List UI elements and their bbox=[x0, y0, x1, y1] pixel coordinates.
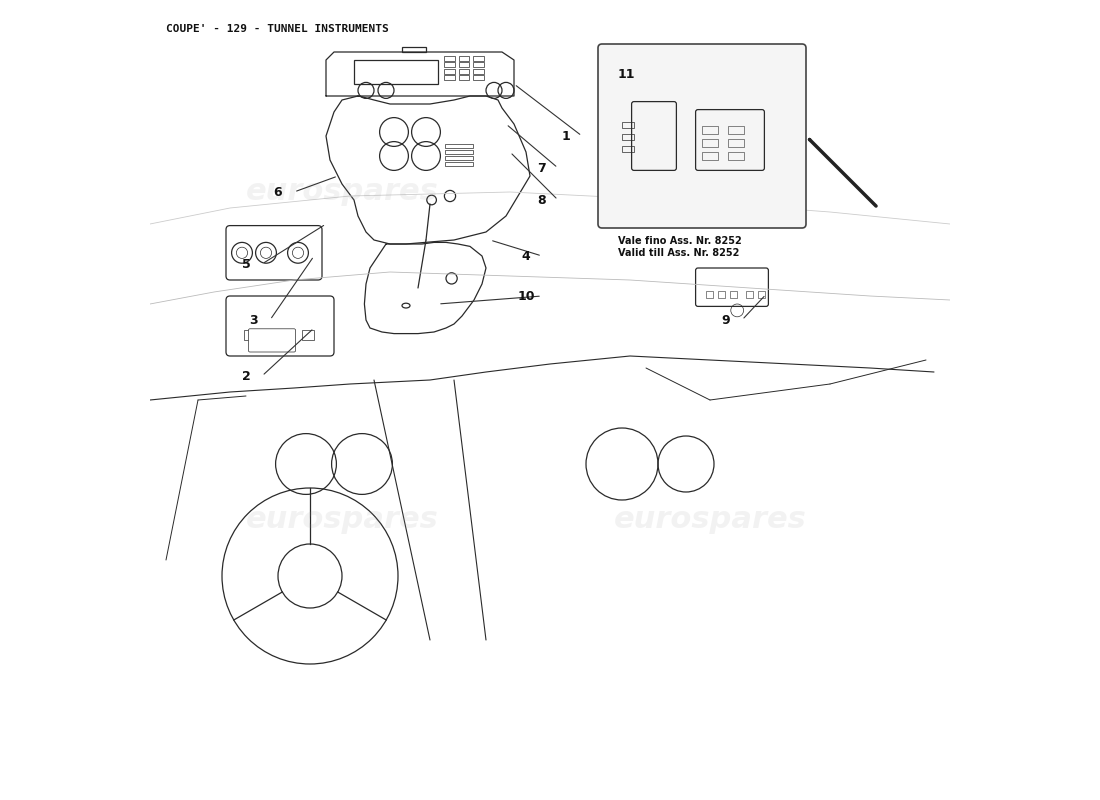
Bar bbox=[473, 69, 484, 74]
Bar bbox=[621, 146, 634, 152]
Bar bbox=[621, 122, 634, 128]
Text: eurospares: eurospares bbox=[614, 178, 806, 206]
Bar bbox=[727, 126, 744, 134]
Text: 8: 8 bbox=[538, 194, 547, 206]
Bar bbox=[459, 75, 470, 80]
Bar bbox=[621, 134, 634, 140]
Bar bbox=[459, 62, 470, 67]
Bar bbox=[446, 144, 473, 148]
Text: COUPE' - 129 - TUNNEL INSTRUMENTS: COUPE' - 129 - TUNNEL INSTRUMENTS bbox=[166, 24, 388, 34]
Bar bbox=[444, 75, 454, 80]
FancyBboxPatch shape bbox=[249, 329, 296, 352]
Bar bbox=[702, 152, 718, 160]
Text: 2: 2 bbox=[242, 370, 251, 382]
Text: eurospares: eurospares bbox=[246, 178, 439, 206]
Text: 6: 6 bbox=[274, 186, 283, 198]
Bar bbox=[282, 330, 294, 340]
Bar bbox=[262, 330, 274, 340]
Bar bbox=[444, 62, 454, 67]
Bar bbox=[446, 162, 473, 166]
FancyBboxPatch shape bbox=[598, 44, 806, 228]
Text: eurospares: eurospares bbox=[246, 506, 439, 534]
Text: 9: 9 bbox=[722, 314, 730, 326]
FancyArrowPatch shape bbox=[810, 139, 876, 206]
Bar bbox=[444, 69, 454, 74]
Bar bbox=[402, 47, 426, 52]
Bar bbox=[727, 139, 744, 147]
Bar bbox=[302, 330, 313, 340]
Bar bbox=[727, 152, 744, 160]
Bar bbox=[473, 56, 484, 61]
Bar bbox=[702, 139, 718, 147]
Text: 7: 7 bbox=[538, 162, 547, 174]
Text: 3: 3 bbox=[250, 314, 258, 326]
Text: Vale fino Ass. Nr. 8252
Valid till Ass. Nr. 8252: Vale fino Ass. Nr. 8252 Valid till Ass. … bbox=[618, 236, 741, 258]
Text: 5: 5 bbox=[242, 258, 251, 270]
Bar bbox=[730, 291, 737, 298]
Bar bbox=[459, 56, 470, 61]
Bar bbox=[244, 330, 256, 340]
Text: eurospares: eurospares bbox=[614, 506, 806, 534]
Text: 4: 4 bbox=[521, 250, 530, 262]
Text: 1: 1 bbox=[562, 130, 571, 142]
Bar bbox=[446, 150, 473, 154]
Bar bbox=[459, 69, 470, 74]
Bar bbox=[746, 291, 754, 298]
Bar bbox=[706, 291, 713, 298]
Bar bbox=[473, 75, 484, 80]
Bar bbox=[702, 126, 718, 134]
Bar bbox=[444, 56, 454, 61]
Bar bbox=[718, 291, 725, 298]
Text: 10: 10 bbox=[517, 290, 535, 302]
Bar bbox=[446, 156, 473, 160]
Bar bbox=[473, 62, 484, 67]
Bar bbox=[758, 291, 766, 298]
Text: 11: 11 bbox=[618, 68, 636, 81]
